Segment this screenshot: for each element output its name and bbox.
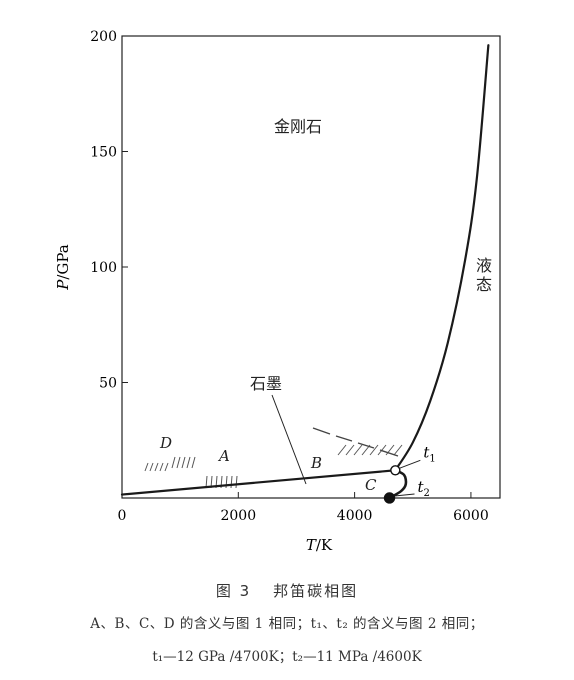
zone-d-hatch [186,456,191,469]
x-tick-label: 2000 [220,508,256,524]
region-label-liquid-char: 态 [476,275,492,294]
zone-a-hatch [235,475,238,489]
y-tick-label: 200 [90,29,117,45]
graphite-diamond-line [120,469,397,496]
y-axis-label: P/GPa [54,244,72,291]
x-tick-label: 6000 [453,508,489,524]
diamond-liquid-line [394,44,490,472]
zone-label-d: D [159,434,172,452]
zone-d-hatch [191,456,196,469]
marker-leader [399,459,421,469]
zone-b-hatch [393,444,403,456]
figure-caption-line2: A、B、C、D 的含义与图 1 相同；t₁、t₂ 的含义与图 2 相同； [90,616,484,632]
zone-label-b: B [310,454,322,472]
triple-point-marker-1 [390,465,401,476]
zone-d-hatch [149,462,154,472]
graphite-liquid-line [388,468,408,500]
y-tick-label: 150 [90,145,117,161]
plot-frame [121,35,501,499]
axes: 0 2000 4000 6000 50 100 150 200 T/K P/GPa [54,29,501,554]
zone-d-hatch [164,462,169,472]
region-label-liquid-char: 液 [476,256,492,275]
series [120,44,490,504]
triple-point-marker-2 [383,492,396,504]
zone-b-hatch [353,444,363,456]
graphite-leader-line [271,394,307,485]
zone-label-c: C [365,476,377,494]
region-label-diamond: 金刚石 [274,117,322,136]
figure-title: 邦笛碳相图 [273,582,359,600]
zone-b-hatch [369,444,379,456]
phase-diagram-chart: 0 2000 4000 6000 50 100 150 200 T/K P/GPa t1 t2 金刚石… [54,29,501,554]
zone-b-hatch [345,444,355,456]
zone-b-hatch [337,444,347,456]
y-tick-label: 50 [99,376,117,392]
marker-label-t2: t2 [418,478,430,499]
zone-d-hatch [176,456,181,469]
y-tick-label: 100 [90,260,117,276]
marker-leader [394,493,415,497]
zone-d-hatch [159,462,164,472]
zone-a-hatch [230,475,233,489]
zone-d-hatch [171,456,176,469]
zone-d-hatch [181,456,186,469]
zone-label-a: A [217,447,230,465]
marker-label-t1: t1 [423,443,435,464]
figure-caption-line3: t₁—12 GPa /4700K；t₂—11 MPa /4600K [152,649,422,665]
x-tick-label: 0 [118,508,127,524]
region-label-graphite: 石墨 [250,374,282,393]
zone-b-hatch [385,444,395,456]
x-axis-label: T/K [306,536,333,554]
figure-number: 图 3 [215,582,252,600]
zone-b-dashed-boundary [312,427,399,457]
figure-caption-title: 图 3 邦笛碳相图 [0,580,574,601]
zone-d-hatch [154,462,159,472]
zone-d-hatch [144,462,149,472]
x-tick-label: 4000 [337,508,373,524]
zone-hatches [144,427,403,489]
